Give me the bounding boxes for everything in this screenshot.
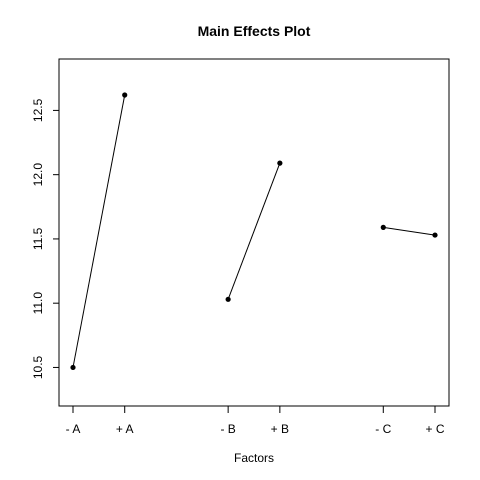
effect-line	[383, 226, 436, 236]
y-axis: 10.5 11.0 11.5 12.0 12.5	[31, 98, 59, 379]
effect-series	[380, 224, 438, 238]
data-point	[380, 224, 386, 230]
x-tick-label: - C	[375, 422, 391, 436]
y-tick-label: 10.5	[31, 355, 45, 379]
data-point	[70, 364, 76, 371]
effect-series	[70, 92, 128, 371]
x-tick-label: + B	[271, 422, 289, 436]
series-layer	[70, 92, 438, 371]
data-point	[122, 92, 128, 98]
y-tick-label: 11.5	[31, 227, 45, 250]
effect-line	[227, 162, 281, 300]
x-tick-label: + C	[425, 422, 444, 436]
x-tick-label: - A	[66, 422, 81, 436]
y-tick-label: 11.0	[31, 292, 45, 315]
effect-series	[225, 160, 283, 302]
y-tick-label: 12.0	[31, 163, 45, 187]
plot-frame	[58, 58, 450, 407]
data-point	[277, 160, 283, 166]
chart-title: Main Effects Plot	[198, 23, 311, 39]
x-axis: - A + A - B + B - C + C	[66, 406, 445, 436]
x-tick-label: - B	[220, 422, 235, 436]
data-point	[432, 232, 438, 238]
effect-line	[72, 94, 126, 368]
x-tick-label: + A	[116, 422, 134, 436]
data-point	[225, 296, 231, 302]
x-axis-label: Factors	[234, 451, 274, 465]
y-tick-label: 12.5	[31, 98, 45, 122]
